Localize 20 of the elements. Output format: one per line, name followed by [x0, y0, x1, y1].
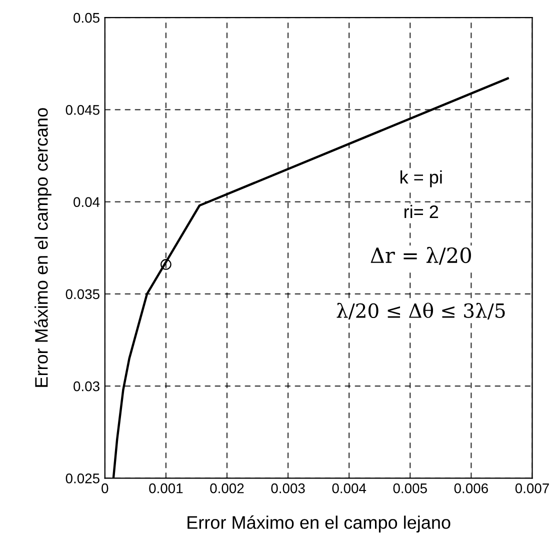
y-tick-label: 0.05 [74, 12, 100, 23]
y-tick-label: 0.04 [74, 197, 100, 207]
annotation: Δr = λ/20 [370, 246, 471, 265]
x-tick-label: 0.006 [454, 483, 488, 494]
annotation: k = pi [400, 170, 442, 188]
x-tick-label: 0.001 [149, 483, 183, 494]
y-tick-label: 0.03 [74, 381, 100, 392]
y-axis-title: Error Máximo en el campo cercano [34, 108, 52, 387]
x-tick-label: 0.002 [210, 483, 244, 494]
x-tick-label: 0.004 [332, 483, 366, 494]
x-tick-label: 0.005 [393, 483, 427, 494]
x-tick-label: 0.003 [271, 483, 305, 494]
y-tick-label: 0.035 [66, 289, 100, 300]
y-tick-label: 0.045 [66, 105, 100, 115]
annotation: λ/20 ≤ Δθ ≤ 3λ/5 [336, 302, 505, 320]
x-axis-title: Error Máximo en el campo lejano [188, 515, 450, 532]
annotation: ri= 2 [404, 204, 438, 218]
x-tick-label: 0.007 [515, 483, 549, 494]
x-tick-label: 0 [102, 483, 108, 494]
y-tick-label: 0.025 [66, 474, 100, 484]
